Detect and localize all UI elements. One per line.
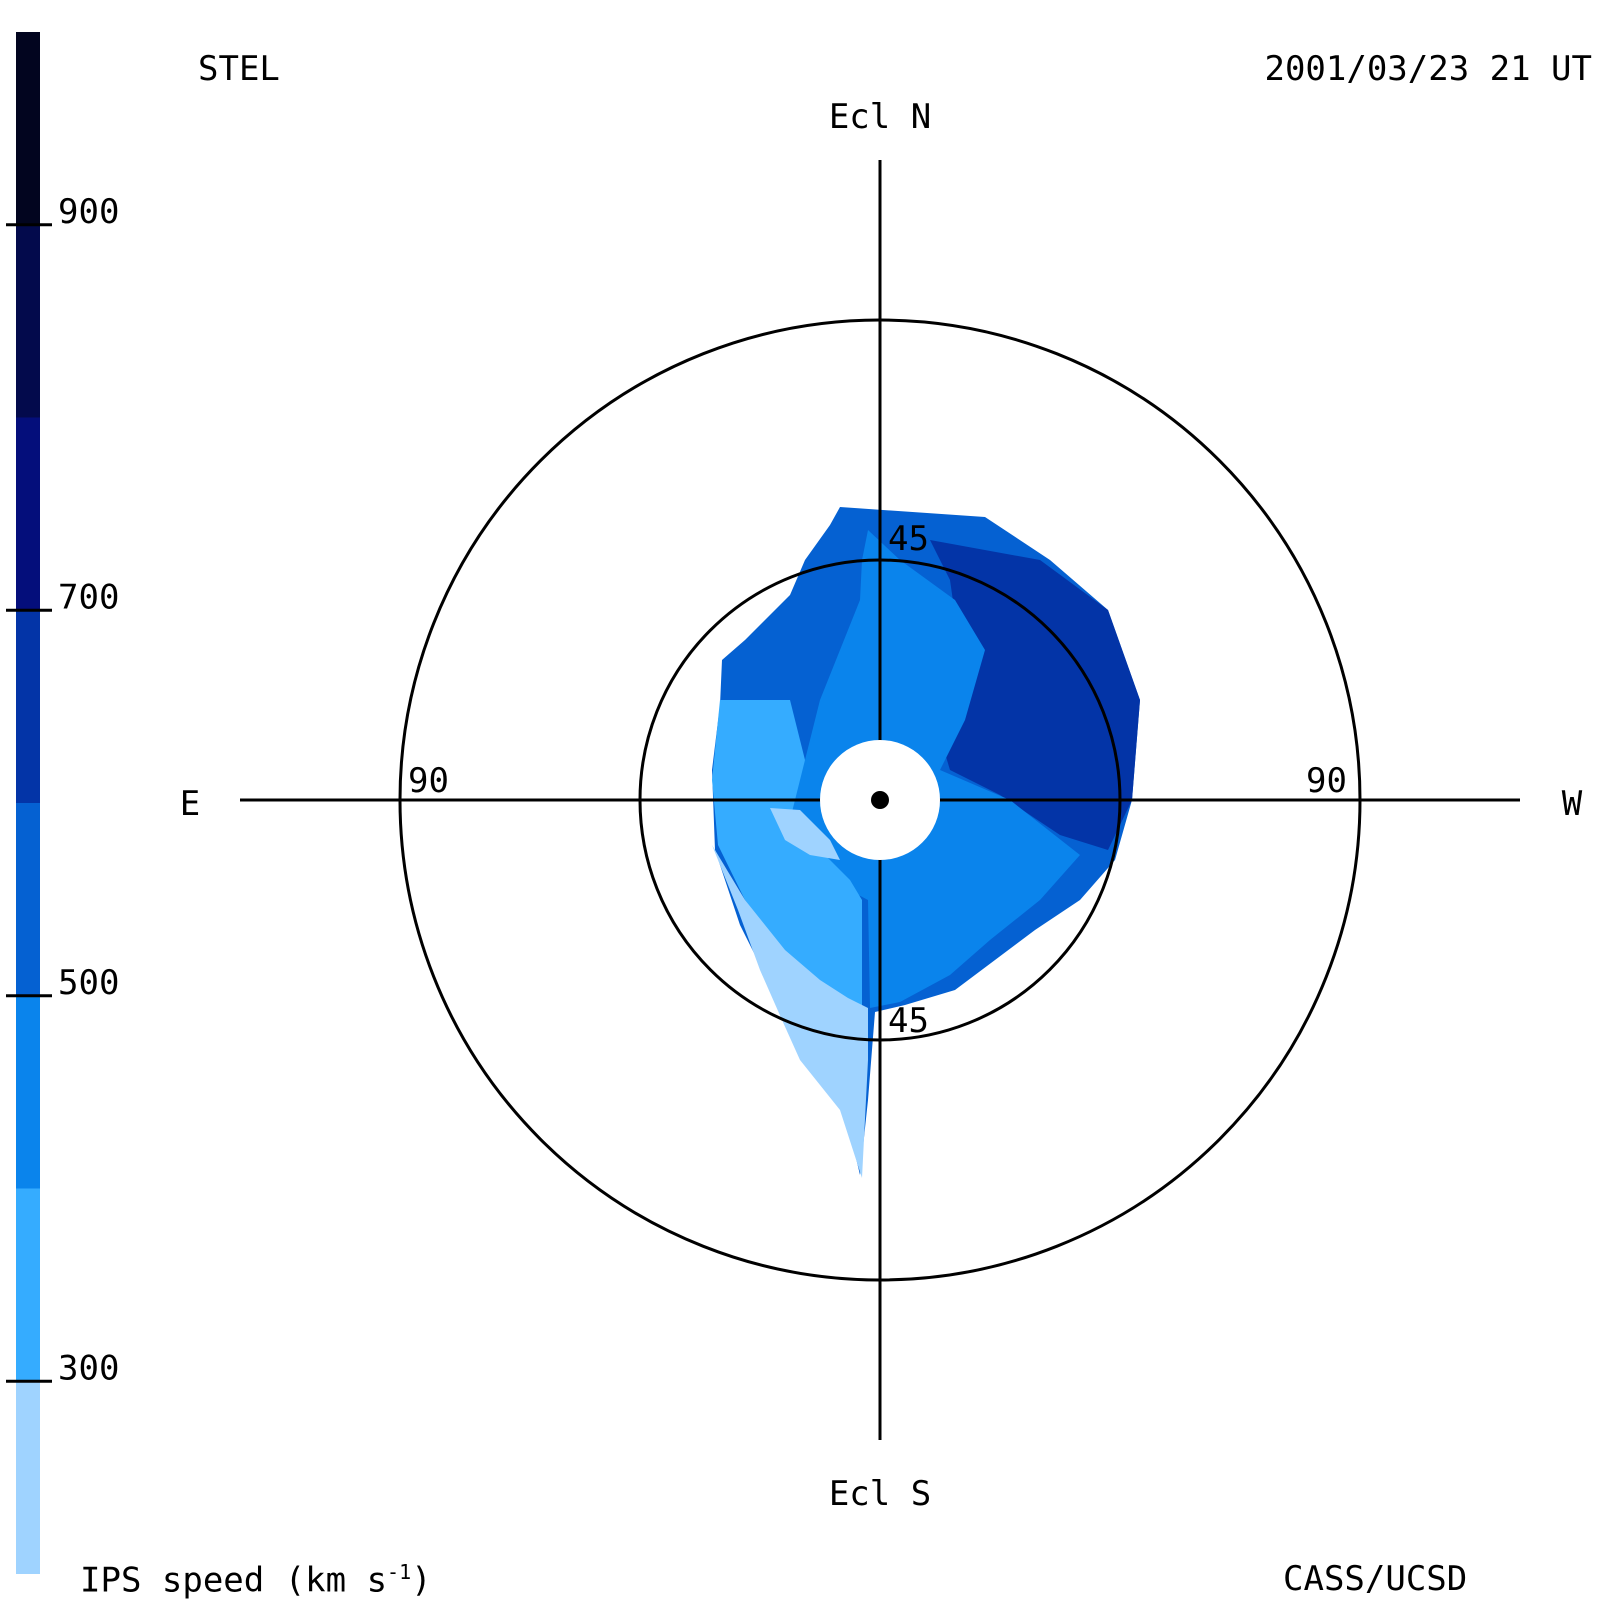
colorbar-title-close: ): [411, 1560, 432, 1600]
colorbar-tick-label-500: 500: [58, 963, 119, 1003]
colorbar-ticks: 300 500 700 900: [6, 192, 119, 1388]
colorbar-bin-700-800: [16, 417, 40, 611]
region-southeast-lobe: [712, 700, 862, 1010]
colorbar-title-text: IPS speed (km s: [80, 1560, 388, 1600]
datetime-label: 2001/03/23 21 UT: [1264, 49, 1592, 89]
colorbar-bin-300-400: [16, 1188, 40, 1382]
colorbar-title-exponent: -1: [387, 1560, 412, 1584]
direction-west-label: W: [1562, 784, 1583, 824]
colorbar-tick-label-900: 900: [58, 192, 119, 232]
colorbar: [16, 32, 40, 1574]
colorbar-bin-600-700: [16, 610, 40, 803]
colorbar-tick-label-700: 700: [58, 577, 119, 617]
colorbar-bin-900-1000: [16, 32, 40, 225]
colorbar-bin-500-600: [16, 803, 40, 996]
region-west-core: [930, 540, 1140, 850]
ring-label-90-east: 90: [408, 761, 449, 801]
credit-label: CASS/UCSD: [1283, 1559, 1468, 1599]
direction-east-label: E: [180, 784, 200, 824]
colorbar-bin-200-300: [16, 1381, 40, 1574]
colorbar-title: IPS speed (km s-1): [80, 1562, 432, 1597]
direction-north-label: Ecl N: [829, 97, 931, 137]
direction-south-label: Ecl S: [829, 1474, 931, 1514]
ring-label-45-north: 45: [888, 519, 929, 559]
ring-label-90-west: 90: [1306, 761, 1347, 801]
region-tail-inner: [770, 808, 840, 860]
region-tail: [712, 845, 868, 1178]
speed-map: [712, 507, 1140, 1178]
sun-marker: [871, 791, 889, 809]
ring-label-45-south: 45: [888, 1001, 929, 1041]
colorbar-bin-400-500: [16, 995, 40, 1189]
colorbar-bin-800-900: [16, 224, 40, 418]
source-label: STEL: [198, 49, 280, 89]
colorbar-tick-label-300: 300: [58, 1348, 119, 1388]
